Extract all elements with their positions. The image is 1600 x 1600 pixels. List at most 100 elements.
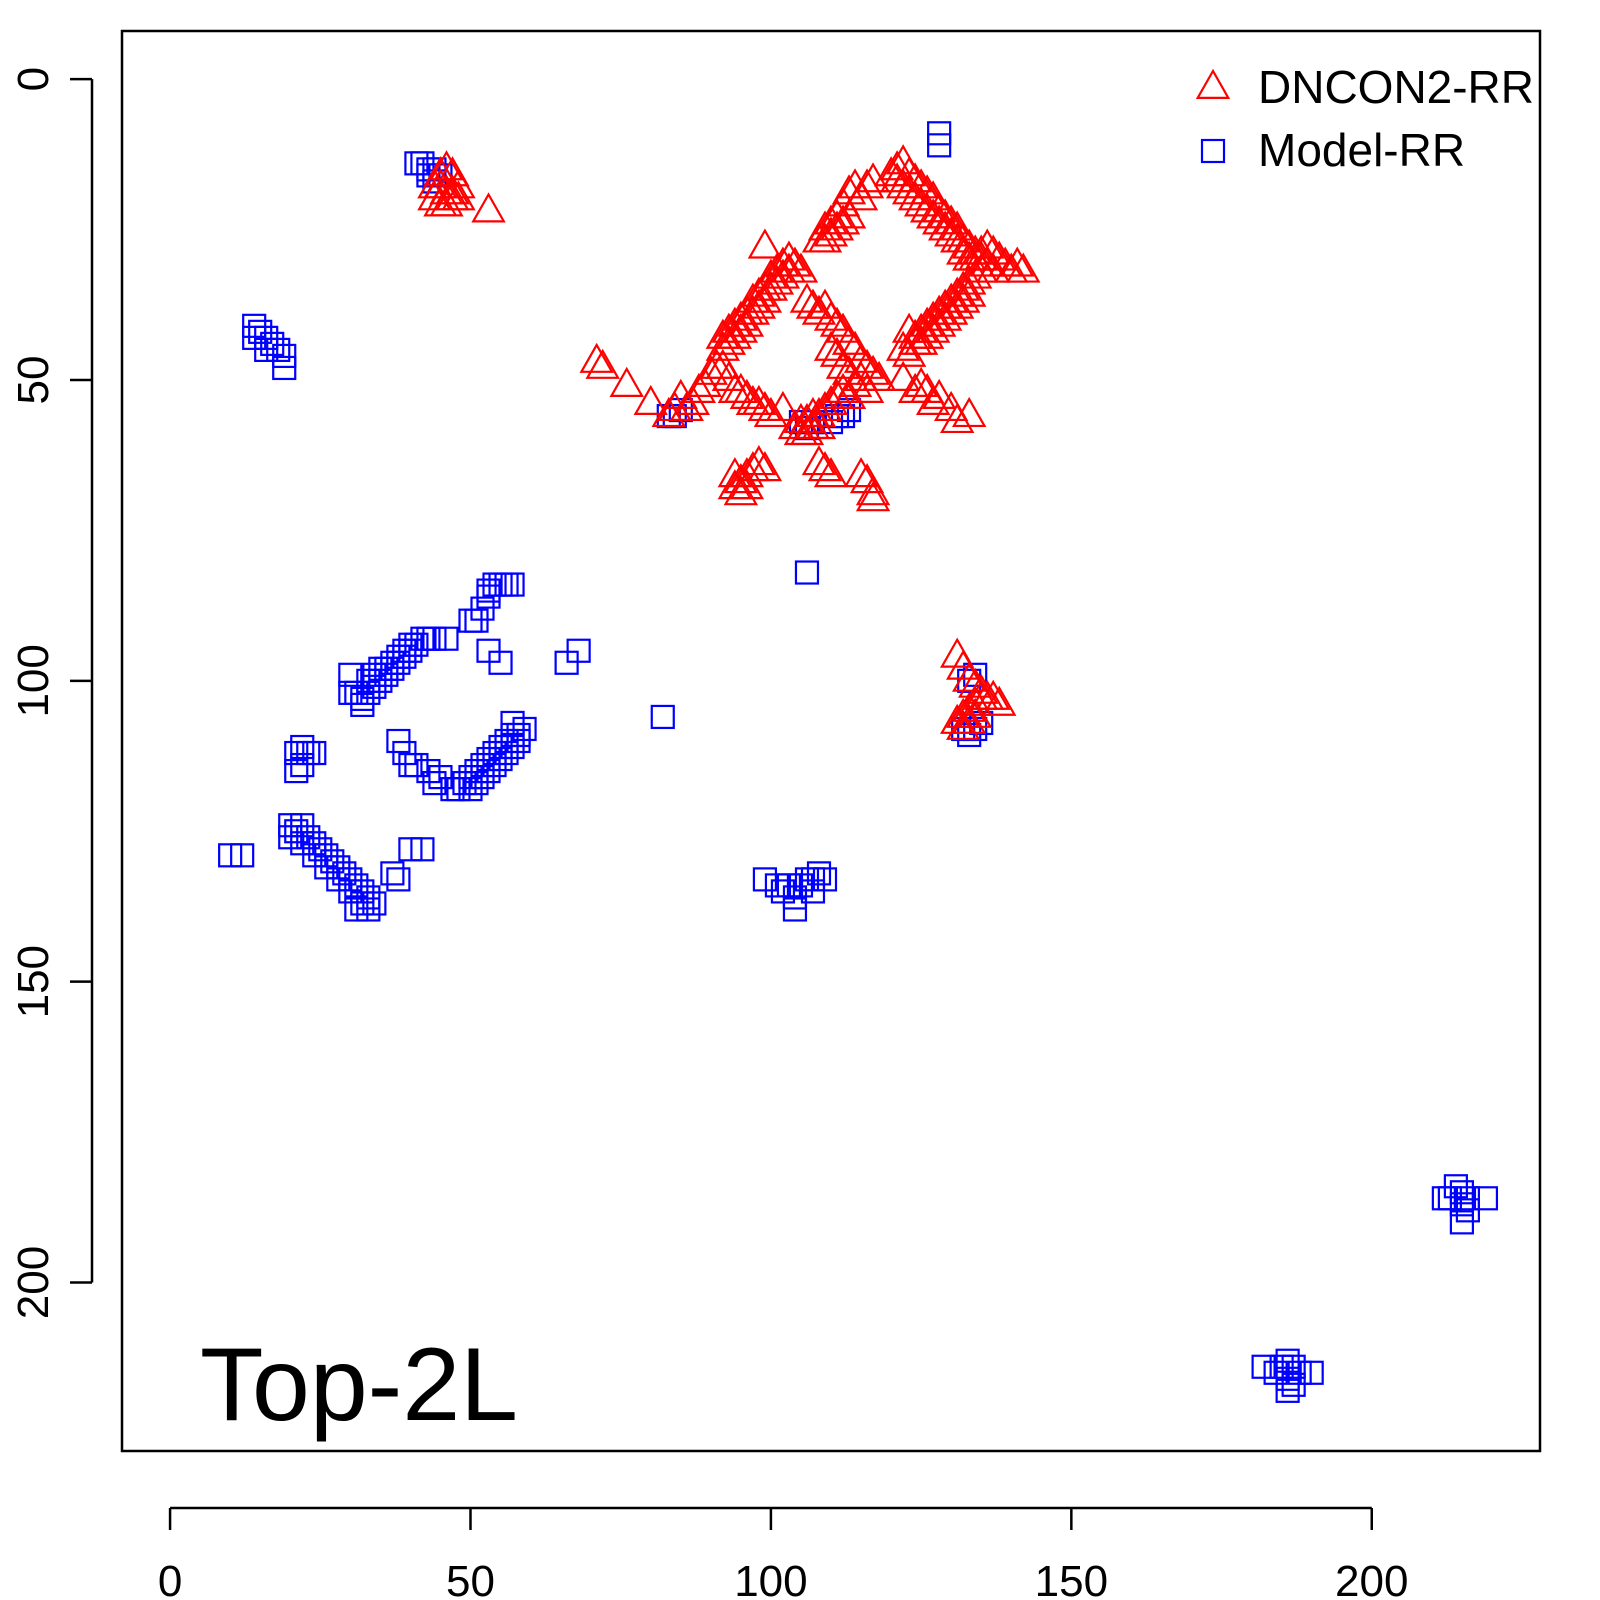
dncon2-rr-point	[982, 240, 1017, 271]
y-tick-label: 150	[9, 945, 58, 1018]
dncon2-rr-point	[855, 475, 891, 506]
legend-marker-model-rr	[1200, 138, 1226, 164]
model-rr-point	[500, 572, 525, 597]
model-rr-point	[434, 626, 459, 651]
dncon2-rr-point	[958, 697, 993, 728]
dncon2-rr-point	[952, 276, 987, 307]
model-rr-point	[350, 891, 375, 916]
model-rr-point	[230, 843, 255, 868]
plot-marks	[218, 121, 1499, 1403]
model-rr-point	[500, 734, 525, 760]
dncon2-rr-point	[813, 457, 849, 488]
dncon2-rr-point	[855, 481, 891, 512]
x-tick-label: 150	[1035, 1557, 1108, 1600]
dncon2-rr-point	[825, 372, 861, 403]
model-rr-point	[422, 771, 447, 796]
dncon2-rr-point	[813, 216, 849, 247]
dncon2-rr-point	[915, 384, 951, 416]
model-rr-point	[488, 650, 513, 675]
dncon2-rr-point	[897, 180, 933, 211]
dncon2-rr-point	[825, 204, 861, 235]
dncon2-rr-point	[903, 186, 939, 217]
legend-marker-dncon2-rr	[1195, 68, 1231, 99]
dncon2-rr-point	[915, 312, 951, 343]
series-model-rr	[218, 121, 1499, 1403]
model-rr-point	[284, 758, 309, 784]
dncon2-rr-point	[819, 210, 855, 241]
dncon2-rr-point	[927, 300, 963, 331]
dncon2-rr-point	[903, 324, 939, 355]
dncon2-rr-point	[873, 156, 909, 187]
dncon2-rr-point	[723, 463, 759, 494]
model-rr-point	[338, 662, 363, 687]
dncon2-rr-point	[759, 264, 795, 295]
model-rr-point	[782, 897, 808, 922]
dncon2-rr-point	[723, 372, 759, 403]
model-rr-point	[650, 704, 675, 730]
dncon2-rr-point	[831, 324, 867, 355]
dncon2-rr-point	[879, 162, 915, 193]
dncon2-rr-point	[765, 258, 801, 289]
x-tick-label: 0	[158, 1557, 182, 1600]
dncon2-rr-point	[819, 306, 855, 337]
dncon2-rr-point	[831, 198, 867, 229]
dncon2-rr-point	[976, 234, 1011, 265]
model-rr-point	[830, 403, 856, 429]
dncon2-rr-point	[741, 444, 777, 476]
dncon2-rr-point	[579, 342, 614, 373]
dncon2-rr-point	[723, 312, 759, 343]
model-rr-point	[1449, 1210, 1474, 1235]
dncon2-rr-point	[945, 282, 981, 313]
dncon2-rr-point	[789, 414, 825, 446]
x-tick-label: 50	[446, 1557, 495, 1600]
model-rr-point	[272, 355, 297, 381]
model-rr-point	[392, 638, 417, 663]
dncon2-rr-point	[927, 210, 963, 241]
dncon2-rr-point	[885, 360, 921, 391]
dncon2-rr-point	[717, 318, 753, 349]
dncon2-rr-point	[909, 318, 945, 349]
y-tick-label: 0	[9, 67, 58, 91]
dncon2-rr-point	[747, 390, 783, 422]
dncon2-rr-point	[747, 451, 783, 482]
dncon2-rr-point	[777, 246, 813, 277]
dncon2-rr-point	[789, 282, 825, 313]
y-tick-label: 100	[9, 644, 58, 717]
model-rr-point	[800, 879, 826, 904]
dncon2-rr-point	[891, 174, 927, 205]
dncon2-rr-point	[711, 324, 747, 355]
model-rr-point	[836, 397, 862, 423]
dncon2-rr-point	[952, 703, 987, 734]
top-2l-annotation: Top-2L	[200, 1327, 518, 1443]
dncon2-rr-point	[705, 330, 741, 361]
dncon2-rr-point	[825, 348, 861, 379]
dncon2-rr-point	[747, 228, 783, 259]
model-rr-point	[266, 337, 291, 362]
dncon2-rr-point	[921, 306, 957, 337]
dncon2-rr-point	[939, 402, 975, 434]
x-axis: 0 50 100 150 200	[158, 1506, 1408, 1600]
dncon2-rr-point	[735, 294, 771, 325]
dncon2-rr-point	[801, 444, 837, 476]
model-rr-point	[290, 752, 315, 778]
y-tick-label: 50	[9, 356, 58, 405]
model-rr-point	[566, 638, 591, 663]
dncon2-rr-point	[585, 348, 620, 379]
dncon2-rr-point	[952, 661, 987, 692]
legend-label: Model-RR	[1258, 124, 1465, 176]
dncon2-rr-point	[964, 252, 999, 283]
model-rr-point	[1299, 1360, 1324, 1385]
dncon2-rr-point	[843, 457, 879, 488]
dncon2-rr-point	[885, 168, 921, 199]
dncon2-rr-point	[843, 342, 879, 373]
dncon2-rr-point	[471, 192, 506, 223]
dncon2-rr-point	[813, 300, 849, 331]
dncon2-rr-point	[1006, 252, 1041, 283]
model-rr-point	[410, 837, 435, 862]
dncon2-rr-point	[771, 252, 807, 283]
dncon2-rr-point	[669, 390, 704, 422]
dncon2-rr-point	[801, 408, 837, 440]
dncon2-rr-point	[807, 451, 843, 482]
dncon2-rr-point	[753, 270, 789, 301]
model-rr-point	[794, 560, 820, 585]
